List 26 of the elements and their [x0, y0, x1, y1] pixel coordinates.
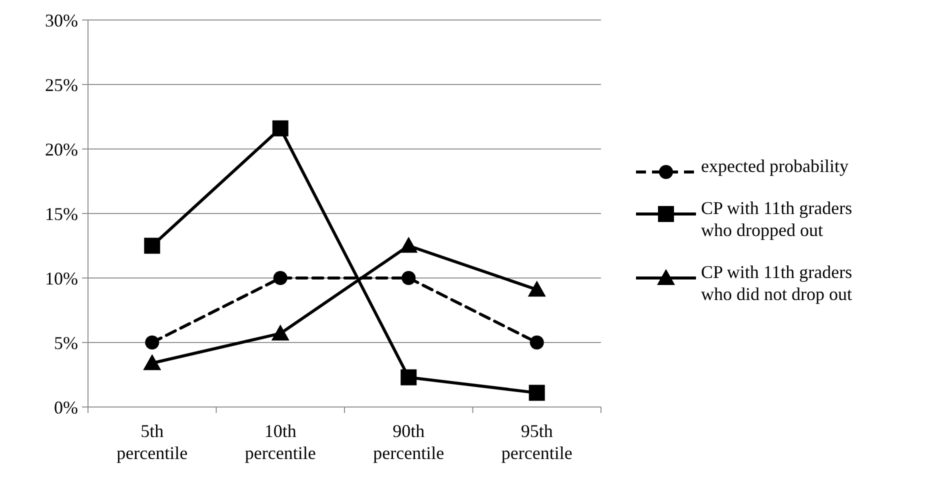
point	[144, 238, 160, 254]
point	[528, 280, 546, 297]
y-tick-label: 0%	[54, 397, 78, 418]
legend-label: expected probability	[701, 156, 848, 176]
y-tick-label: 25%	[45, 74, 78, 95]
y-tick-label: 15%	[45, 204, 78, 224]
point	[400, 236, 418, 253]
point	[530, 336, 544, 350]
point	[400, 369, 417, 386]
point	[145, 336, 160, 350]
point	[272, 120, 288, 136]
y-tick-label: 5%	[54, 332, 78, 353]
point	[528, 384, 545, 401]
y-tick-label: 20%	[45, 139, 78, 160]
point	[271, 324, 290, 340]
point	[143, 354, 162, 370]
x-tick-label: 10th percentile	[244, 421, 316, 463]
y-tick-label: 10%	[45, 268, 78, 288]
x-tick-label: 95th percentile	[501, 421, 572, 463]
x-tick-label: 90th percentile	[373, 421, 444, 463]
point	[273, 271, 288, 285]
point	[402, 271, 416, 285]
x-tick-label: 5th percentile	[116, 421, 188, 463]
legend-label: CP with 11th graders who dropped out	[701, 198, 852, 240]
legend-label: CP with 11th graders who did not drop out	[701, 262, 852, 304]
y-tick-label: 30%	[45, 10, 78, 30]
